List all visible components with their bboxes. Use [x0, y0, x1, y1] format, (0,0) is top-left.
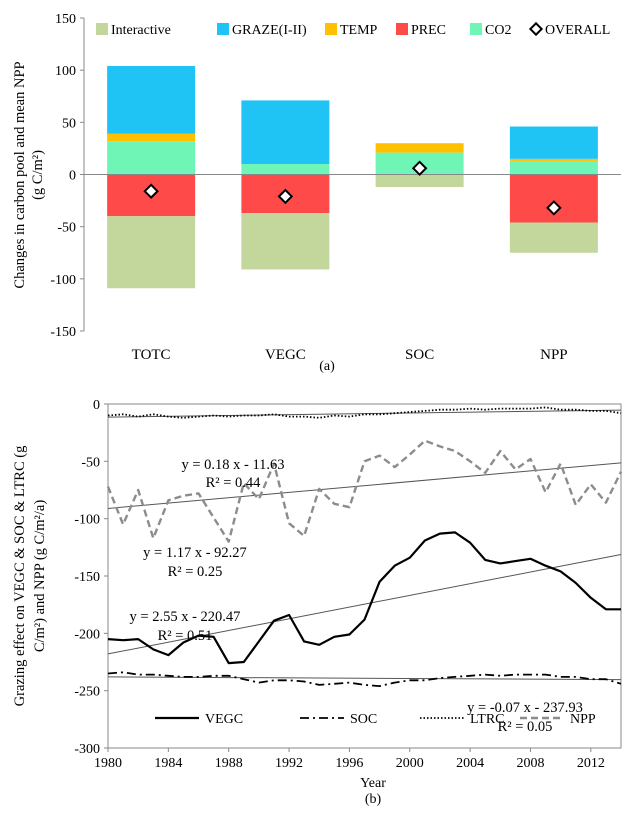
chart-a-category-label: VEGC [265, 347, 306, 363]
legend-swatch-co2 [470, 23, 482, 35]
chart-a-category-label: TOTC [132, 347, 171, 363]
legend-label-vegc: VEGC [205, 712, 243, 727]
trendline-soc [107, 676, 622, 681]
chart-a-y-axis-label-line-2: (g C/m²) [30, 150, 46, 200]
bar-co2-vegc [241, 164, 330, 175]
trend-r-squared: R² = 0.25 [168, 564, 223, 580]
legend-label-soc: SOC [350, 712, 377, 727]
chart-b: Grazing effect on VEGC & SOC & LTRC (g C… [12, 398, 623, 807]
legend-label-overall: OVERALL [545, 23, 610, 38]
legend-label-ltrc: LTRC [470, 712, 505, 727]
bar-graze-i-ii-vegc [241, 100, 330, 165]
chart-b-y-tick-label: -200 [74, 627, 100, 642]
overall-marker-vegc [277, 188, 294, 205]
chart-b-x-tick-label: 1996 [335, 756, 363, 771]
series-line-vegc [107, 531, 621, 665]
chart-a-category-label: NPP [540, 347, 568, 363]
bar-interactive-soc [375, 174, 464, 188]
legend-label-graze-i-ii: GRAZE(I-II) [232, 23, 307, 38]
legend-label-co2: CO2 [485, 23, 511, 38]
bar-interactive-npp [509, 222, 598, 253]
trend-equation: y = -0.07 x - 237.93 [467, 700, 583, 716]
trendline-ltrc [107, 409, 622, 418]
chart-b-x-tick-label: 2004 [456, 756, 484, 771]
trend-equation: y = 2.55 x - 220.47 [130, 609, 241, 625]
chart-a-y-tick-label: -150 [50, 325, 76, 340]
legend-label-interactive: Interactive [111, 23, 171, 38]
bar-co2-totc [107, 141, 196, 175]
chart-a-caption: (a) [319, 359, 335, 374]
legend-label-prec: PREC [411, 23, 446, 38]
bar-temp-soc [375, 143, 464, 153]
trend-r-squared: R² = 0.51 [158, 628, 213, 644]
chart-b-x-tick-label: 2012 [577, 756, 605, 771]
overall-marker-totc [143, 183, 159, 199]
trend-r-squared: R² = 0.05 [498, 719, 553, 735]
legend-swatch-graze-i-ii [217, 23, 229, 35]
bar-temp-npp [509, 158, 598, 161]
chart-a-y-tick-label: 50 [62, 116, 76, 131]
bar-graze-i-ii-totc [107, 65, 196, 134]
chart-a-y-tick-label: -50 [57, 221, 76, 236]
chart-a: Changes in carbon pool and mean NPP (g C… [12, 12, 621, 374]
chart-b-y-tick-label: -250 [74, 685, 100, 700]
legend-swatch-prec [396, 23, 408, 35]
chart-b-y-tick-label: -100 [74, 513, 100, 528]
legend-swatch-interactive [96, 23, 108, 35]
legend-label-temp: TEMP [340, 23, 378, 38]
chart-b-x-tick-label: 1980 [94, 756, 122, 771]
bar-interactive-vegc [241, 213, 330, 270]
chart-b-x-tick-label: 2000 [396, 756, 424, 771]
legend-swatch-temp [325, 23, 337, 35]
chart-b-y-tick-label: -150 [74, 570, 100, 585]
chart-a-y-tick-label: 150 [55, 12, 76, 27]
series-line-npp [106, 439, 623, 543]
chart-b-y-axis-label: Grazing effect on VEGC & SOC & LTRC (g C… [12, 446, 48, 707]
chart-b-caption: (b) [365, 792, 382, 807]
overall-marker-soc [411, 160, 428, 177]
chart-b-x-tick-label: 2008 [516, 756, 544, 771]
chart-b-x-tick-label: 1988 [215, 756, 243, 771]
chart-a-category-label: SOC [405, 347, 434, 363]
chart-a-y-tick-label: 0 [69, 169, 76, 184]
bar-graze-i-ii-npp [509, 126, 598, 159]
chart-b-y-tick-label: 0 [93, 398, 100, 413]
chart-b-y-tick-label: -50 [81, 455, 100, 470]
trend-equation: y = 0.18 x - 11.63 [181, 457, 284, 473]
chart-a-y-axis-label: Changes in carbon pool and mean NPP (g C… [12, 61, 46, 288]
chart-a-y-tick-label: -100 [50, 273, 76, 288]
bar-temp-totc [107, 133, 196, 142]
bar-co2-npp [509, 160, 598, 175]
overall-marker-npp [546, 200, 562, 216]
chart-a-y-axis-label-line-1: Changes in carbon pool and mean NPP [12, 61, 28, 288]
chart-b-y-tick-label: -300 [74, 742, 100, 757]
legend-marker-overall [528, 21, 544, 37]
chart-b-y-axis-label-line-1: Grazing effect on VEGC & SOC & LTRC (g [12, 446, 28, 707]
chart-b-x-tick-label: 1984 [154, 756, 182, 771]
chart-b-y-axis-label-line-2: C/m²) and NPP (g C/m²/a) [32, 500, 48, 653]
legend-label-npp: NPP [570, 712, 596, 727]
chart-b-x-axis-label: Year [360, 776, 386, 791]
trend-r-squared: R² = 0.44 [206, 475, 262, 491]
bar-interactive-totc [107, 216, 196, 289]
trend-equation: y = 1.17 x - 92.27 [143, 545, 247, 561]
chart-a-y-tick-label: 100 [55, 64, 76, 79]
chart-b-x-tick-label: 1992 [275, 756, 303, 771]
